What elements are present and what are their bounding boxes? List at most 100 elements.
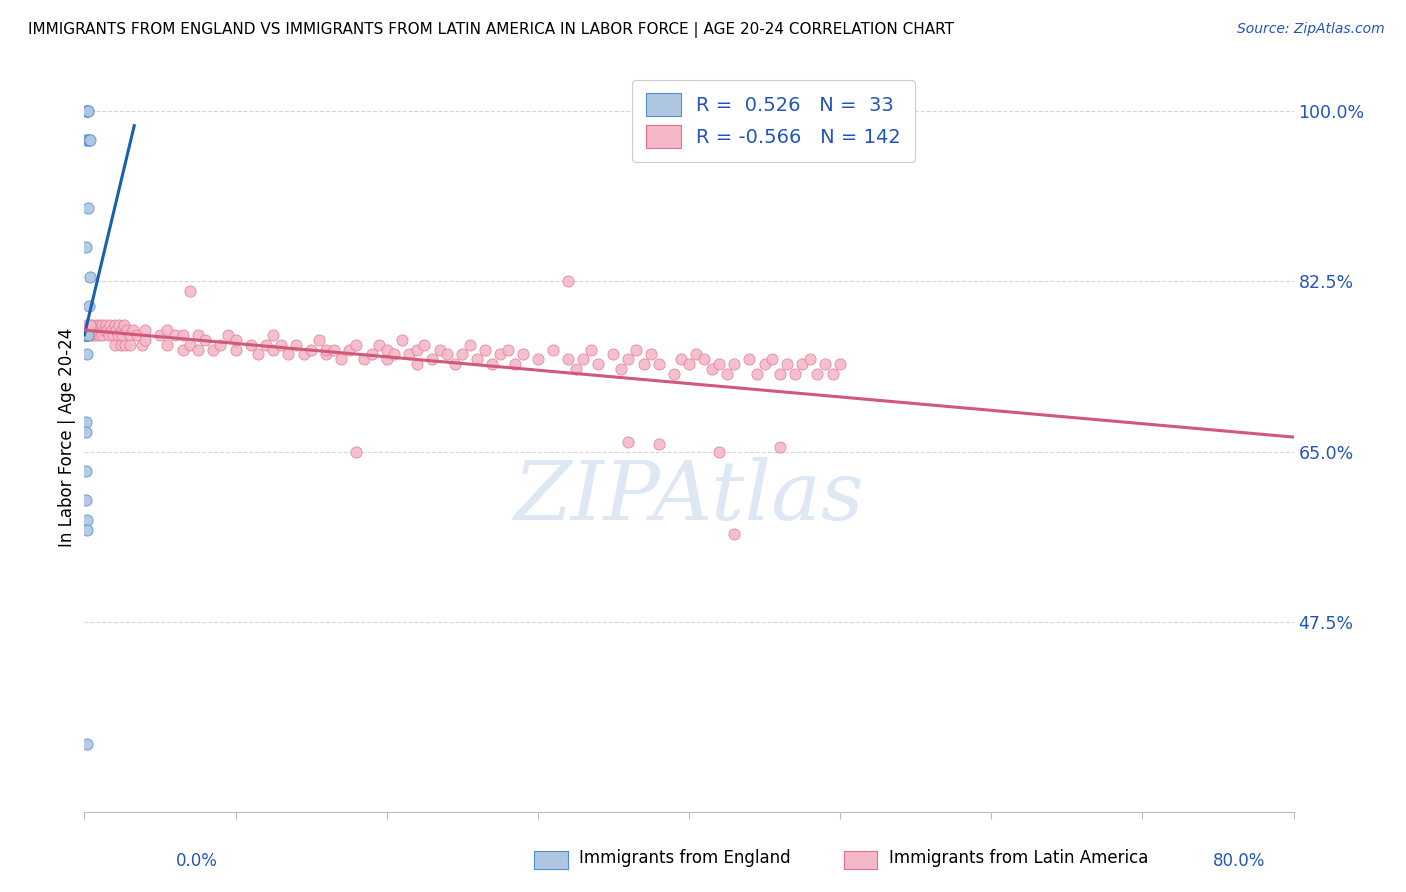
Point [149,327,172,342]
Point [98,318,121,333]
Point [187,343,209,357]
Point [247,347,270,361]
Point [79,269,101,284]
Point [96,323,118,337]
Point [270,337,292,351]
Point [299,343,322,357]
Point [76,327,98,342]
Point [91,327,114,342]
Point [375,343,398,357]
Point [86,318,108,333]
Point [420,352,443,367]
Point [458,337,481,351]
Point [134,323,156,337]
Point [277,347,299,361]
Point [451,347,474,361]
Point [503,357,526,371]
Point [541,343,564,357]
Point [709,357,731,371]
Text: 80.0%: 80.0% [1213,852,1265,870]
Point [685,347,707,361]
Point [610,362,633,376]
Point [617,352,640,367]
Point [76,327,98,342]
Point [330,352,353,367]
Point [225,333,247,347]
Point [75,327,97,342]
Point [77,202,100,216]
Point [79,318,101,333]
Point [716,367,738,381]
Point [783,367,806,381]
Point [579,343,602,357]
Point [94,318,117,333]
Point [346,444,368,458]
Point [745,367,768,381]
Point [87,323,110,337]
Point [512,347,534,361]
Point [337,343,360,357]
Point [156,323,179,337]
Point [80,327,103,342]
Y-axis label: In Labor Force | Age 20-24: In Labor Force | Age 20-24 [58,327,76,547]
Point [91,318,114,333]
Point [382,347,405,361]
Point [391,333,413,347]
Point [75,327,97,342]
Point [360,347,382,361]
Point [201,343,224,357]
Point [172,343,194,357]
Point [76,347,98,361]
Point [77,133,100,147]
Point [671,352,693,367]
Point [77,327,100,342]
Point [315,343,337,357]
Point [406,343,429,357]
Point [709,444,731,458]
Point [738,352,761,367]
Point [368,337,391,351]
Point [75,327,97,342]
Point [156,337,179,351]
Point [413,337,436,351]
Point [107,327,129,342]
Point [806,367,828,381]
Point [648,437,671,451]
Point [79,133,101,147]
Point [761,352,783,367]
Point [90,323,112,337]
Point [375,352,398,367]
Point [830,357,852,371]
Point [225,343,247,357]
Point [110,337,132,351]
Point [75,133,97,147]
Point [76,104,98,119]
Point [127,327,149,342]
Point [118,327,141,342]
Point [262,343,284,357]
Point [209,337,232,351]
Point [700,362,723,376]
Point [489,347,512,361]
Point [406,357,429,371]
Point [633,357,655,371]
Point [217,327,239,342]
Point [89,318,111,333]
Point [179,337,201,351]
Point [77,318,100,333]
Point [76,133,98,147]
Point [723,357,745,371]
Point [75,327,97,342]
Point [285,337,308,351]
Point [292,347,315,361]
Point [89,327,111,342]
Point [112,318,135,333]
Point [821,367,844,381]
Text: IMMIGRANTS FROM ENGLAND VS IMMIGRANTS FROM LATIN AMERICA IN LABOR FORCE | AGE 20: IMMIGRANTS FROM ENGLAND VS IMMIGRANTS FR… [28,22,955,38]
Point [76,513,98,527]
Point [172,327,194,342]
Legend: R =  0.526   N =  33, R = -0.566   N = 142: R = 0.526 N = 33, R = -0.566 N = 142 [633,79,915,161]
Point [76,104,98,119]
Point [467,352,489,367]
Point [481,357,503,371]
